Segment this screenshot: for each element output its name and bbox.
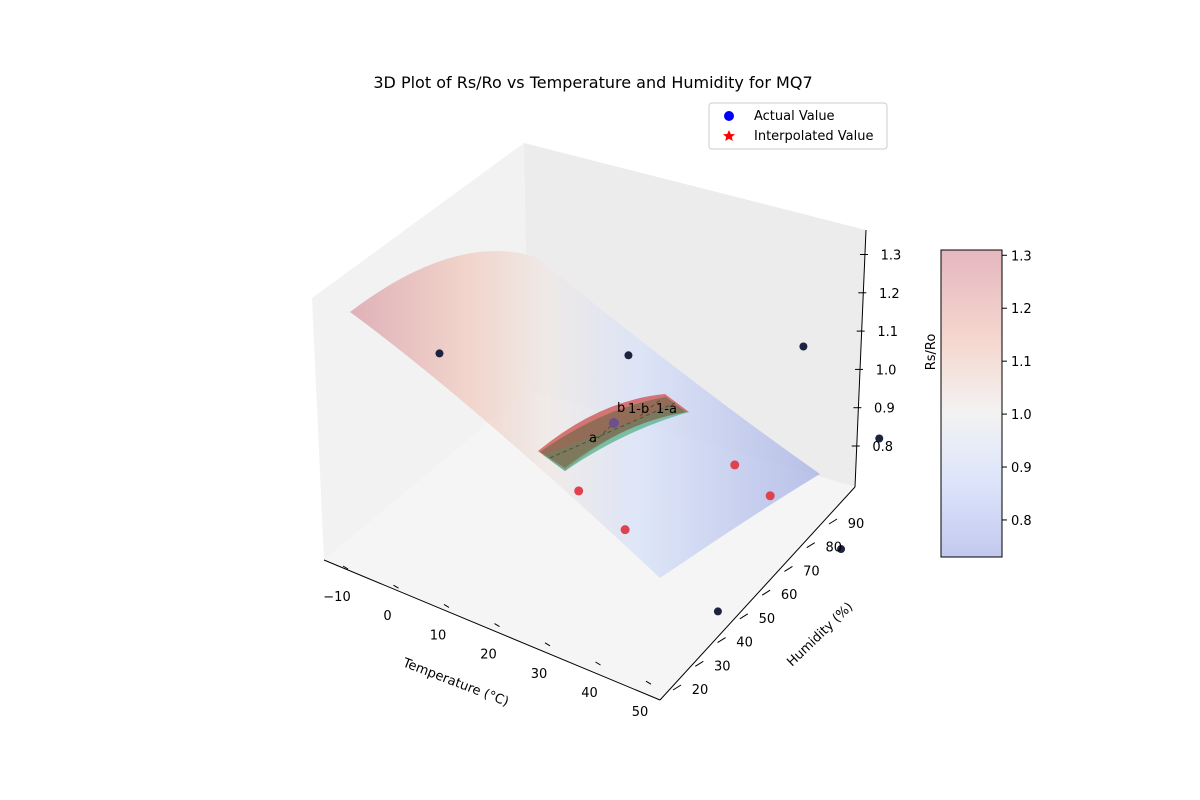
interpolation-corner-point	[765, 491, 775, 501]
colorbar: 0.8 0.9 1.0 1.1 1.2 1.3 Rs/Ro	[924, 249, 1032, 558]
y-tick-label: 60	[781, 588, 798, 603]
interpolation-patch	[538, 394, 689, 471]
x-tick-mark	[645, 680, 652, 685]
x-tick-mark	[443, 603, 450, 608]
rs-ro-surface	[350, 251, 820, 579]
y-tick-mark	[828, 518, 838, 525]
y-tick-label: 30	[714, 659, 731, 674]
y-tick-mark	[784, 566, 793, 572]
interpolation-guide-line	[549, 402, 676, 459]
x-tick-label: 10	[430, 628, 447, 643]
z-axis-line	[854, 229, 867, 488]
y-tick-mark	[806, 542, 815, 549]
colorbar-tick-label: 1.3	[1011, 249, 1032, 264]
annotation-1-a: 1-a	[656, 402, 677, 417]
y-tick-mark	[695, 660, 704, 667]
x-tick-mark	[342, 565, 349, 570]
interpolation-corner-point	[574, 486, 584, 496]
y-tick-mark	[672, 684, 682, 691]
legend: Actual Value Interpolated Value	[708, 102, 888, 150]
x-tick-mark	[544, 642, 551, 647]
z-tick-label: 0.9	[874, 402, 895, 417]
colorbar-ticks: 0.8 0.9 1.0 1.1 1.2 1.3	[1002, 249, 1032, 529]
y-tick-label: 90	[848, 517, 865, 532]
x-tick-mark	[494, 623, 500, 628]
annotation-a: a	[589, 431, 597, 446]
y-axis-label: Humidity (%)	[784, 600, 856, 670]
x-tick-label: 30	[531, 667, 548, 682]
interpolation-guide-line	[639, 399, 661, 417]
legend-interpolated-marker	[723, 130, 735, 141]
chart-title: 3D Plot of Rs/Ro vs Temperature and Humi…	[373, 73, 812, 92]
x-tick-label: 40	[581, 686, 598, 701]
legend-actual-marker	[724, 111, 734, 121]
x-axis-line	[323, 559, 661, 701]
y-axis-line	[659, 486, 856, 701]
x-tick-mark	[595, 661, 601, 666]
z-tick-label: 1.3	[881, 249, 902, 264]
legend-actual-label: Actual Value	[754, 109, 835, 124]
x-axis-ticks: −10 0 10 20 30 40 50	[323, 565, 652, 720]
colorbar-tick-label: 1.1	[1011, 355, 1032, 370]
colorbar-label: Rs/Ro	[924, 334, 939, 371]
actual-value-point	[624, 351, 633, 360]
colorbar-tick-label: 1.2	[1011, 302, 1032, 317]
x-axis-label: Temperature (°C)	[400, 655, 511, 710]
y-tick-mark	[717, 637, 726, 643]
y-tick-label: 70	[803, 564, 820, 579]
actual-value-point	[713, 607, 722, 616]
x-tick-label: −10	[323, 590, 350, 605]
y-tick-label: 20	[692, 683, 709, 698]
x-tick-label: 50	[632, 705, 649, 720]
x-tick-mark	[393, 584, 399, 589]
legend-interpolated-label: Interpolated Value	[754, 129, 873, 144]
annotation-b: b	[617, 401, 625, 416]
actual-value-point	[799, 342, 808, 351]
actual-value-point	[875, 434, 884, 443]
y-tick-mark	[761, 589, 771, 596]
y-tick-label: 80	[825, 541, 842, 556]
colorbar-gradient	[940, 249, 1003, 558]
interpolated-value-marker	[609, 418, 619, 428]
colorbar-tick-label: 1.0	[1011, 408, 1032, 423]
x-tick-label: 0	[383, 609, 391, 624]
interpolation-corner-point	[620, 525, 630, 535]
colorbar-tick-label: 0.8	[1011, 514, 1032, 529]
z-tick-label: 1.1	[877, 325, 898, 340]
z-tick-label: 0.8	[872, 440, 893, 455]
actual-value-point	[435, 349, 444, 358]
y-tick-label: 40	[736, 636, 753, 651]
annotation-1-b: 1-b	[628, 402, 649, 417]
z-axis-ticks: 0.8 0.9 1.0 1.1 1.2 1.3	[851, 249, 902, 455]
legend-box	[708, 102, 888, 150]
actual-value-point	[837, 545, 846, 554]
y-tick-label: 50	[759, 612, 776, 627]
x-tick-label: 20	[480, 648, 497, 663]
y-axis-ticks: 20 30 40 50 60 70 80 90	[672, 517, 865, 698]
interpolated-corner-points	[574, 460, 775, 535]
z-tick-label: 1.2	[879, 287, 900, 302]
interpolation-corner-point	[730, 460, 740, 470]
z-tick-label: 1.0	[876, 363, 897, 378]
y-tick-mark	[739, 613, 749, 620]
colorbar-tick-label: 0.9	[1011, 461, 1032, 476]
